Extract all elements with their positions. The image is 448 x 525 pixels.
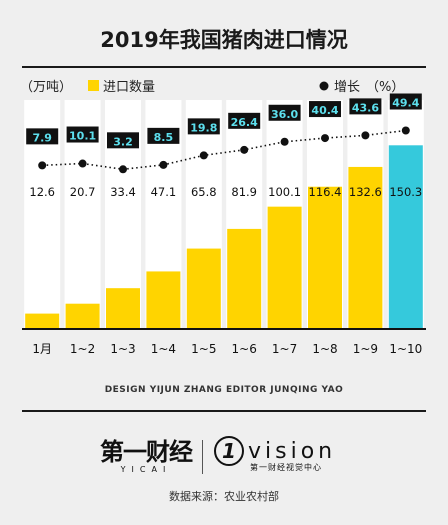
bar: [65, 303, 100, 329]
growth-label-box: [26, 128, 59, 145]
value-label: 81.9: [231, 185, 257, 199]
bar: [267, 206, 302, 329]
growth-label-box: [349, 98, 382, 115]
category-label: 1~6: [232, 342, 257, 356]
bar: [186, 248, 221, 329]
bar: [106, 288, 140, 329]
growth-dot: [78, 159, 87, 168]
growth-label: 19.8: [190, 121, 217, 134]
data-source: 数据来源：农业农村部: [169, 490, 279, 503]
footer-divider: [22, 410, 426, 412]
category-label: 1~4: [151, 342, 176, 356]
vision-logo-sub: 第一财经视觉中心: [250, 463, 322, 472]
legend-unit: （万吨）: [20, 80, 72, 95]
bar: [388, 145, 423, 329]
title-divider: [22, 66, 426, 68]
growth-dot: [280, 137, 289, 146]
value-label: 33.4: [110, 185, 136, 199]
growth-label: 8.5: [154, 131, 174, 144]
growth-dots: [38, 126, 410, 174]
growth-dot: [159, 160, 168, 169]
legend: （万吨） 进口数量 增长 （%）: [20, 80, 404, 95]
category-label: 1~10: [389, 342, 422, 356]
growth-label-box: [147, 127, 180, 144]
import-chart: （万吨） 进口数量 增长 （%） 7.9 10.1 3.2 8.5 19.8 26.4 36…: [20, 80, 426, 356]
design-credit: DESIGN YIJUN ZHANG EDITOR JUNQING YAO: [104, 385, 344, 395]
bar: [146, 271, 181, 329]
growth-label: 26.4: [231, 116, 258, 129]
value-label: 65.8: [191, 185, 217, 199]
growth-label-box: [268, 104, 301, 121]
value-label: 150.3: [389, 185, 422, 199]
growth-label: 40.4: [311, 104, 338, 117]
growth-label: 49.4: [392, 97, 419, 110]
growth-label-box: [389, 93, 422, 110]
legend-label-import: 进口数量: [103, 80, 155, 95]
legend-label-growth: 增长: [334, 80, 360, 95]
yicai-logo-main: 第一财经: [100, 438, 193, 466]
value-label: 100.1: [268, 185, 301, 199]
brand-divider: [202, 440, 203, 474]
growth-label: 10.1: [69, 130, 96, 143]
category-label: 1~3: [110, 342, 135, 356]
growth-label: 3.2: [113, 135, 133, 148]
bar: [25, 313, 60, 329]
growth-labels: 7.9 10.1 3.2 8.5 19.8 26.4 36.0 40.4 43.6 49.4: [26, 93, 422, 149]
growth-dot: [321, 134, 329, 143]
bar: [348, 166, 383, 329]
growth-label-box: [309, 101, 341, 118]
value-label: 116.4: [309, 185, 342, 199]
growth-label: 7.9: [32, 131, 52, 144]
bar: [227, 228, 262, 329]
value-labels: 12.6 20.7 33.4 47.1 65.8 81.9 100.1 116.4 132.6 1…: [29, 185, 422, 199]
vision-logo: 1 vision 第一财经视觉中心: [214, 436, 336, 473]
vision-logo-mark: 1: [214, 436, 244, 466]
category-labels: 1月 1~2 1~3 1~4 1~5 1~6 1~7 1~8 1~9 1~10: [32, 342, 422, 356]
growth-label: 36.0: [271, 108, 298, 121]
growth-dot: [240, 145, 249, 154]
category-label: 1~2: [70, 342, 95, 356]
chart-title: 2019年我国猪肉进口情况: [100, 28, 348, 52]
value-label: 20.7: [70, 185, 96, 199]
category-label: 1~9: [353, 342, 378, 356]
growth-dot: [401, 126, 410, 135]
yicai-logo: 第一财经 YICAI: [100, 438, 193, 474]
yicai-logo-sub: YICAI: [120, 465, 172, 474]
growth-dot: [38, 161, 47, 170]
growth-label-box: [66, 126, 99, 143]
bar: [308, 186, 342, 329]
category-label: 1~7: [272, 342, 297, 356]
category-label: 1月: [32, 342, 52, 356]
growth-dot: [361, 131, 370, 140]
legend-swatch-import: [88, 80, 99, 91]
legend-unit-growth: （%）: [366, 80, 404, 95]
bars: [25, 145, 423, 329]
category-label: 1~8: [312, 342, 337, 356]
growth-dot: [199, 151, 208, 160]
growth-label-box: [228, 112, 261, 129]
growth-label-box: [107, 132, 139, 149]
growth-label: 43.6: [352, 101, 379, 114]
growth-dot: [119, 165, 127, 174]
value-label: 47.1: [151, 185, 177, 199]
vision-logo-word: vision: [248, 438, 337, 464]
value-label: 132.6: [349, 185, 382, 199]
category-label: 1~5: [191, 342, 216, 356]
growth-label-box: [187, 118, 220, 135]
value-label: 12.6: [29, 185, 55, 199]
legend-dot-growth: [319, 81, 329, 91]
growth-trend-line: [42, 129, 406, 171]
